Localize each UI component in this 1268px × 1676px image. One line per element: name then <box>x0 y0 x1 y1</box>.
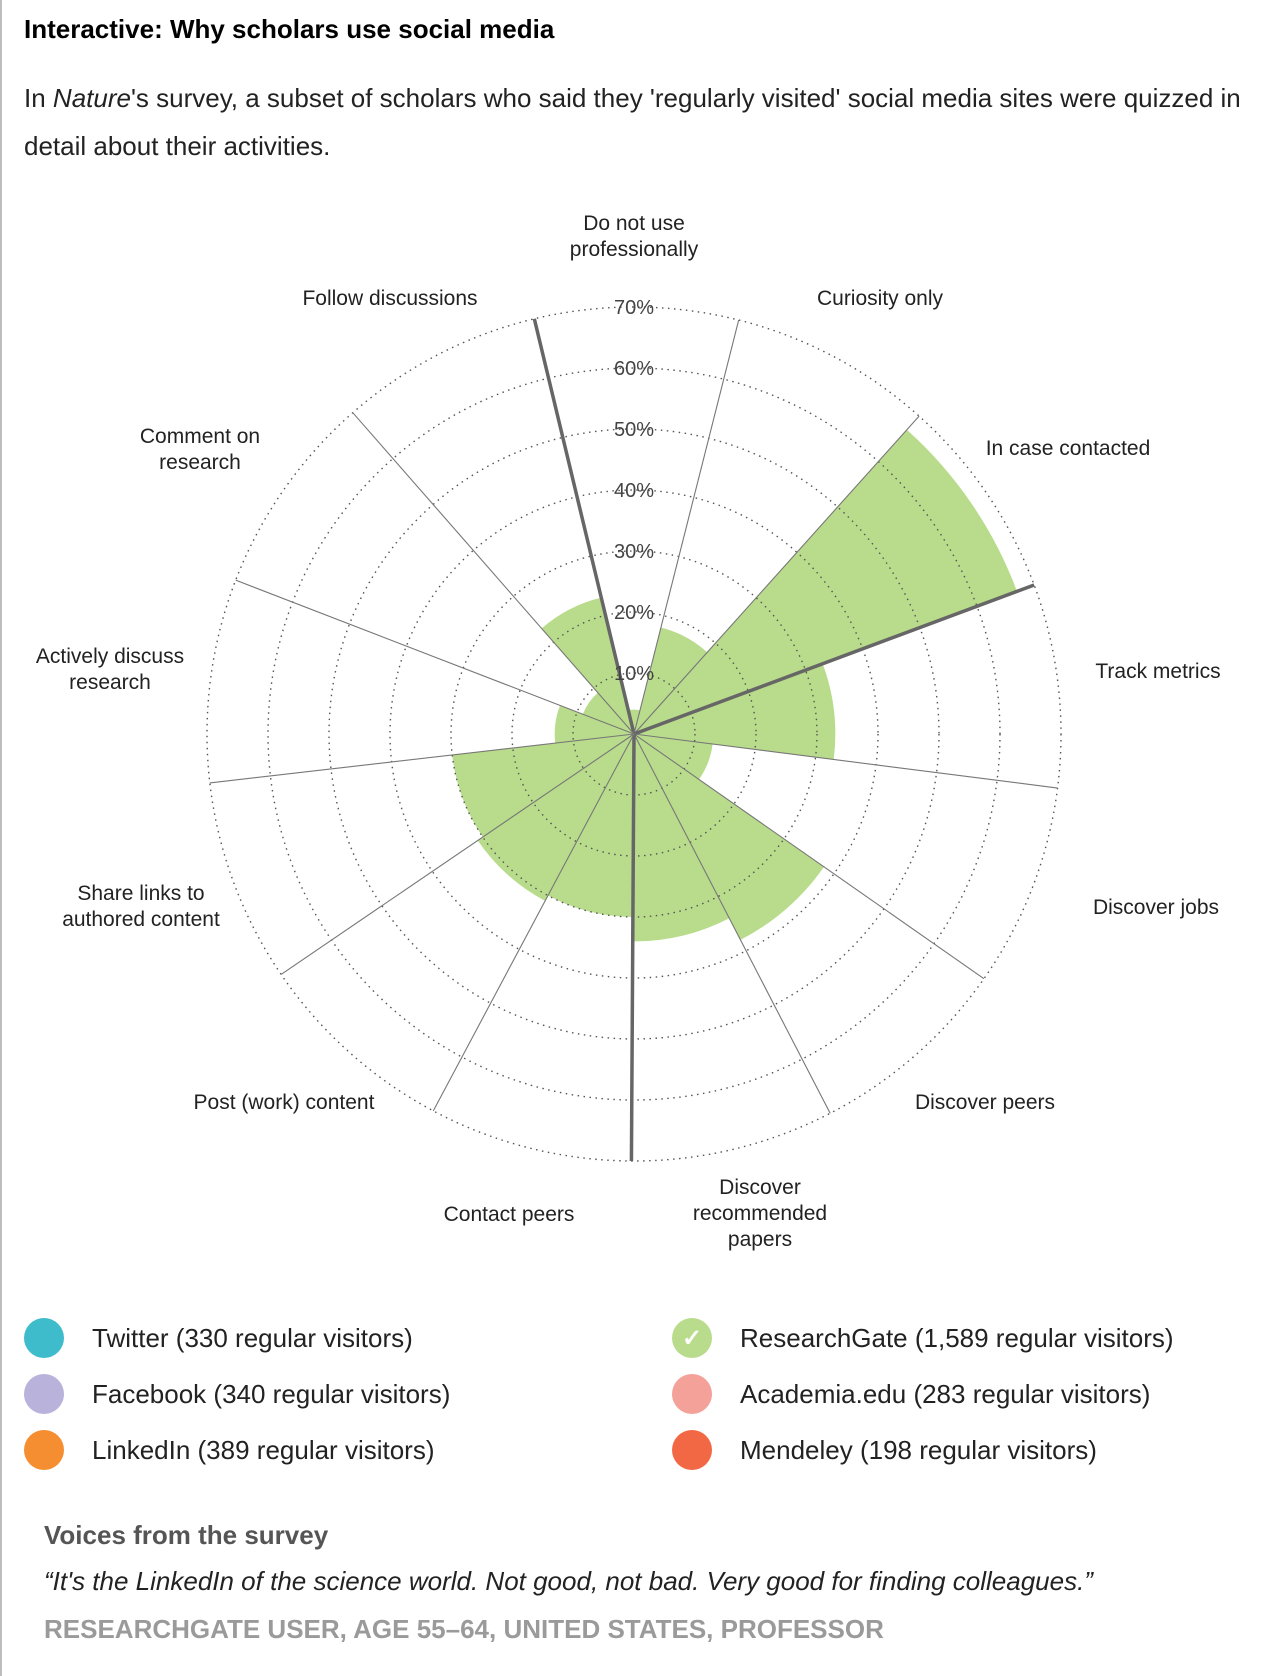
page-subtitle: In Nature's survey, a subset of scholars… <box>24 74 1244 170</box>
grid-ring-6 <box>267 367 1001 1101</box>
subtitle-pre: In <box>24 83 53 113</box>
checkmark-icon[interactable]: ✓ <box>672 1318 712 1358</box>
category-label-comment-on-research: Comment on research <box>140 425 260 474</box>
wedge-discover-jobs[interactable] <box>634 734 713 780</box>
grid-spoke-11 <box>235 579 635 735</box>
category-label-discover-peers: Discover peers <box>915 1091 1055 1114</box>
legend-label: Facebook (340 regular visitors) <box>92 1378 451 1409</box>
grid-spokes <box>209 318 1058 1162</box>
grid-spoke-2 <box>633 415 920 735</box>
grid-spoke-10 <box>209 733 635 784</box>
legend: Twitter (330 regular visitors) Facebook (… <box>0 1316 1268 1496</box>
grid-spoke-3 <box>633 583 1035 736</box>
legend-label: Twitter (330 regular visitors) <box>92 1322 413 1353</box>
grid-ring-2 <box>511 611 757 857</box>
subtitle-post: 's survey, a subset of scholars who said… <box>24 83 1241 161</box>
wedge-curiosity-only[interactable] <box>634 627 708 734</box>
category-label-in-case-contacted: In case contacted <box>986 437 1151 460</box>
wedge-comment-on-research[interactable] <box>582 692 634 734</box>
grid-spoke-0 <box>532 318 636 735</box>
legend-swatch[interactable] <box>24 1318 64 1358</box>
legend-label: Academia.edu (283 regular visitors) <box>740 1378 1151 1409</box>
grid-spoke-4 <box>633 733 1058 789</box>
wedge-post-work-content[interactable] <box>477 734 634 901</box>
category-label-contact-peers: Contact peers <box>444 1203 575 1226</box>
legend-swatch[interactable] <box>672 1374 712 1414</box>
grid-spoke-1 <box>633 319 740 735</box>
wedge-track-metrics[interactable] <box>634 663 836 760</box>
tick-label-2: 20% <box>614 602 654 624</box>
wedge-actively-discuss-research[interactable] <box>554 705 634 744</box>
category-label-discover-jobs: Discover jobs <box>1093 896 1219 919</box>
category-label-actively-discuss-research: Actively discuss research <box>36 645 184 694</box>
grid-spoke-8 <box>432 733 635 1112</box>
tick-label-6: 60% <box>614 358 654 380</box>
category-label-follow-discussions: Follow discussions <box>302 287 477 310</box>
category-label-post-work-content: Post (work) content <box>194 1091 375 1114</box>
wedge-discover-peers[interactable] <box>634 734 824 940</box>
wedges-layer <box>452 429 1018 942</box>
wedge-share-links-to-authored-content[interactable] <box>452 734 634 838</box>
page-title: Interactive: Why scholars use social med… <box>24 14 555 44</box>
tick-label-5: 50% <box>614 419 654 441</box>
grid-ring-1 <box>572 672 696 796</box>
grid-spoke-7 <box>629 733 636 1162</box>
tick-label-1: 10% <box>614 663 654 685</box>
grid-spoke-5 <box>633 733 985 980</box>
category-label-curiosity-only: Curiosity only <box>817 287 944 310</box>
legend-item-academia-edu[interactable]: Academia.edu (283 regular visitors) <box>672 1372 1150 1416</box>
grid-rings <box>206 306 1062 1162</box>
category-label-share-links-to-authored-content: Share links to authored content <box>62 882 220 931</box>
legend-label: ResearchGate (1,589 regular visitors) <box>740 1322 1174 1353</box>
voices-attribution: RESEARCHGATE USER, AGE 55–64, UNITED STA… <box>44 1614 884 1644</box>
wedge-contact-peers[interactable] <box>547 734 634 917</box>
grid-spoke-12 <box>352 412 635 735</box>
tick-label-4: 40% <box>614 480 654 502</box>
legend-item-researchgate[interactable]: ✓ ResearchGate (1,589 regular visitors) <box>672 1316 1174 1360</box>
category-label-discover-recommended-papers: Discover recommended papers <box>693 1176 827 1251</box>
wedge-discover-recommended-papers[interactable] <box>632 734 730 942</box>
category-label-do-not-use-professionally: Do not use professionally <box>570 212 699 261</box>
tick-label-7: 70% <box>614 297 654 319</box>
legend-swatch[interactable] <box>672 1430 712 1470</box>
grid-spoke-9 <box>280 733 635 975</box>
category-labels: Do not use professionally Curiosity only In… <box>36 212 1221 1251</box>
grid-ring-7 <box>206 306 1062 1162</box>
wedge-follow-discussions[interactable] <box>541 597 634 734</box>
grid-spoke-6 <box>633 733 831 1114</box>
voices-quote: “It's the LinkedIn of the science world.… <box>44 1566 1093 1596</box>
legend-label: LinkedIn (389 regular visitors) <box>92 1434 435 1465</box>
radial-tick-labels: 10% 20% 30% 40% 50% 60% 70% <box>614 297 654 685</box>
grid-ring-4 <box>389 489 879 979</box>
category-label-track-metrics: Track metrics <box>1095 660 1220 683</box>
polar-chart: 10% 20% 30% 40% 50% 60% 70% Do not use professi… <box>36 212 1221 1251</box>
legend-item-linkedin[interactable]: LinkedIn (389 regular visitors) <box>24 1428 435 1472</box>
subtitle-emphasis: Nature <box>52 83 131 113</box>
legend-item-facebook[interactable]: Facebook (340 regular visitors) <box>24 1372 450 1416</box>
legend-item-mendeley[interactable]: Mendeley (198 regular visitors) <box>672 1428 1097 1472</box>
legend-item-twitter[interactable]: Twitter (330 regular visitors) <box>24 1316 413 1360</box>
legend-label: Mendeley (198 regular visitors) <box>740 1434 1097 1465</box>
legend-swatch[interactable] <box>24 1374 64 1414</box>
grid-ring-3 <box>450 550 818 918</box>
voices-heading: Voices from the survey <box>44 1520 329 1550</box>
grid-ring-5 <box>328 428 940 1040</box>
tick-label-3: 30% <box>614 541 654 563</box>
legend-swatch[interactable] <box>24 1430 64 1470</box>
